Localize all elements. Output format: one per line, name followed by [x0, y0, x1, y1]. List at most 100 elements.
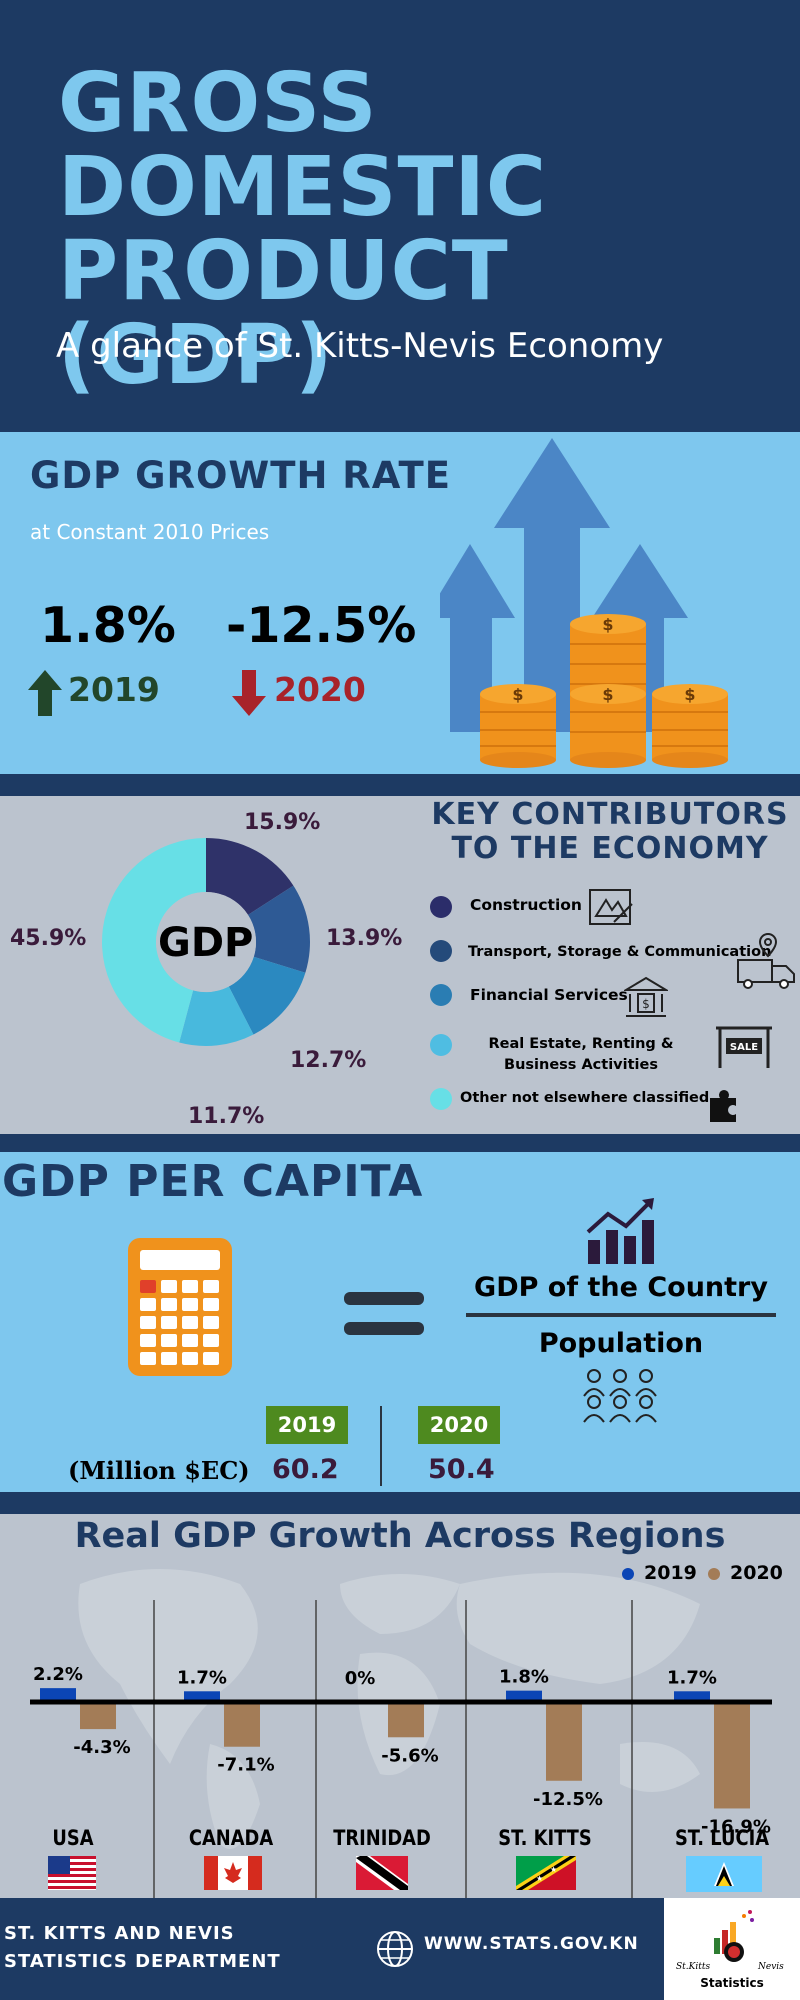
svg-text:$: $ [602, 615, 613, 634]
footer-section: ST. KITTS AND NEVIS STATISTICS DEPARTMEN… [0, 1898, 800, 2000]
legend-label-real-estate: Real Estate, Renting & Business Activiti… [488, 1036, 674, 1073]
logo-text-right: Nevis [758, 1962, 784, 1972]
per-capita-value-2020: 50.4 [428, 1454, 495, 1485]
formula-denominator: Population [538, 1328, 704, 1359]
footer-org-line1: ST. KITTS AND NEVIS [4, 1923, 235, 1944]
calculator-icon [128, 1238, 232, 1376]
bank-icon: $ [624, 976, 668, 1017]
bar-st-kitts-2019 [506, 1690, 542, 1702]
statistics-logo: St.Kitts Nevis Statistics [664, 1898, 800, 2000]
bar-canada-2019 [184, 1691, 220, 1702]
pct-label-construction: 15.9% [244, 810, 321, 835]
per-capita-value-2019: 60.2 [272, 1454, 339, 1485]
svg-text:$: $ [642, 997, 650, 1011]
legend-dot-real-estate [430, 1034, 452, 1056]
legend-dot-2020 [708, 1568, 720, 1580]
calculator-key [203, 1352, 219, 1365]
legend-label-construction: Construction [470, 896, 582, 914]
donut-slice-financial-services [228, 956, 306, 1035]
growth-value-2020: -12.5% [226, 597, 417, 654]
legend-dot-2019 [622, 1568, 634, 1580]
world-map-background [78, 1569, 700, 1849]
calculator-key [140, 1280, 156, 1293]
bar-usa-2019 [40, 1688, 76, 1702]
regions-bar-chart: 2.2% -4.3% 1.7% -7.1% 0% -5.6% 1.8% -12.5% 1.7% -… [30, 1600, 772, 1898]
arrow-down-icon [232, 670, 266, 716]
bar-label-st-kitts-2020: -12.5% [533, 1789, 603, 1810]
coin-stack-middle: $ $ [570, 614, 646, 768]
growth-chart-icon [586, 1198, 654, 1264]
donut-slice-transport-storage-communication [248, 885, 310, 973]
per-capita-title: GDP PER CAPITA [2, 1156, 424, 1207]
growth-section: GDP GROWTH RATE at Constant 2010 Prices … [0, 432, 800, 774]
calculator-key [182, 1280, 198, 1293]
pct-label-financial: 12.7% [290, 1048, 367, 1073]
coin-stack-right: $ [652, 684, 728, 768]
legend-dot-construction [430, 896, 452, 918]
bar-label-usa-2020: -4.3% [73, 1737, 130, 1758]
footer-org-line2: STATISTICS DEPARTMENT [4, 1951, 281, 1972]
title-line: DOMESTIC [58, 140, 548, 235]
website-link[interactable]: WWW.STATS.GOV.KN [424, 1934, 639, 1954]
year-tag-2019: 2019 [266, 1406, 348, 1444]
canada-flag-icon [204, 1856, 262, 1890]
calculator-key [182, 1352, 198, 1365]
globe-icon [377, 1931, 413, 1967]
blueprint-icon [589, 889, 633, 925]
calculator-key [182, 1316, 198, 1329]
equals-bar-bottom [344, 1322, 424, 1335]
st-lucia-flag-icon [686, 1856, 762, 1892]
title-line: PRODUCT (GDP) [58, 224, 509, 403]
legend-label-2019: 2019 [644, 1562, 697, 1584]
calculator-key [161, 1316, 177, 1329]
regions-section: Real GDP Growth Across Regions 2019 2020… [0, 1514, 800, 1898]
country-label-usa: USA [52, 1826, 94, 1850]
regions-title: Real GDP Growth Across Regions [74, 1516, 726, 1556]
bar-label-trinidad-2019: 0% [345, 1668, 376, 1689]
header-section: GROSS DOMESTIC PRODUCT (GDP) A glance of… [0, 0, 800, 432]
growth-subtitle: at Constant 2010 Prices [30, 520, 270, 544]
svg-text:$: $ [602, 685, 613, 704]
year-tag-2020: 2020 [418, 1406, 500, 1444]
donut-slice-other-not-elsewhere-classified [101, 838, 206, 1043]
bar-label-st-kitts-2019: 1.8% [499, 1667, 549, 1688]
svg-text:★: ★ [536, 1874, 543, 1883]
growth-year-2019: 2019 [68, 670, 160, 709]
bar-canada-2020 [224, 1702, 260, 1747]
page-subtitle: A glance of St. Kitts-Nevis Economy [56, 326, 664, 366]
legend-label-2020: 2020 [730, 1562, 783, 1584]
bar-trinidad-2020 [388, 1702, 424, 1738]
sale-sign-icon: SALE [716, 1026, 772, 1068]
pct-label-other: 45.9% [10, 926, 87, 951]
bar-label-usa-2019: 2.2% [33, 1664, 83, 1685]
donut-hole [156, 892, 256, 992]
growth-coins-illustration: $ $ $ $ [440, 438, 728, 768]
bar-label-st-lucia-2019: 1.7% [667, 1667, 717, 1688]
calculator-key [161, 1280, 177, 1293]
pct-label-real-estate: 11.7% [188, 1104, 265, 1129]
donut-slice-construction [206, 838, 294, 915]
bar-st-lucia-2019 [674, 1691, 710, 1702]
arrow-up-icon [28, 670, 62, 716]
usa-flag-icon [48, 1856, 96, 1890]
legend-label-financial: Financial Services [470, 986, 628, 1004]
contributors-donut-chart [101, 838, 310, 1046]
growth-title: GDP GROWTH RATE [30, 454, 452, 497]
growth-value-2019: 1.8% [40, 597, 176, 654]
st-kitts-flag-icon: ★★ [516, 1856, 576, 1890]
svg-text:$: $ [512, 685, 523, 704]
calculator-key [203, 1334, 219, 1347]
calculator-key [203, 1316, 219, 1329]
country-label-st-lucia: ST. LUCIA [674, 1826, 770, 1850]
country-label-trinidad: TRINIDAD [333, 1826, 431, 1850]
growth-year-2020: 2020 [274, 670, 366, 709]
svg-text:SALE: SALE [730, 1042, 758, 1053]
svg-text:★: ★ [550, 1865, 557, 1874]
country-label-st-kitts: ST. KITTS [498, 1826, 592, 1850]
legend-label-transport: Transport, Storage & Communication [468, 944, 772, 960]
bar-st-kitts-2020 [546, 1702, 582, 1781]
legend-dot-other [430, 1088, 452, 1110]
donut-center-label: GDP [158, 920, 254, 966]
legend-dot-financial [430, 984, 452, 1006]
calculator-key [140, 1334, 156, 1347]
